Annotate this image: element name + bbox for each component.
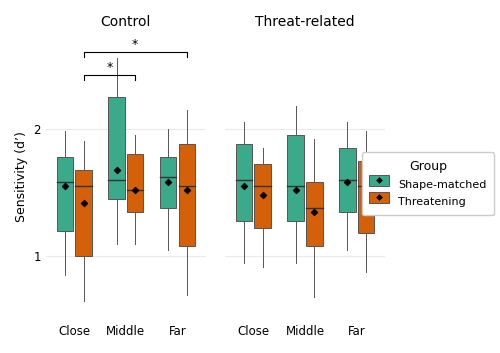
Bar — [288, 135, 304, 221]
Bar — [306, 182, 322, 246]
Bar — [160, 157, 176, 208]
Y-axis label: Sensitivity (d’): Sensitivity (d’) — [15, 131, 28, 222]
Bar — [178, 144, 195, 246]
Bar — [236, 144, 252, 221]
Bar — [57, 157, 74, 231]
Title: Control: Control — [100, 15, 151, 29]
Bar — [108, 97, 125, 199]
Text: *: * — [132, 38, 138, 51]
Text: *: * — [106, 61, 112, 74]
Bar — [76, 169, 92, 256]
Bar — [127, 154, 144, 212]
Bar — [339, 148, 355, 212]
Title: Threat-related: Threat-related — [255, 15, 355, 29]
Legend: Shape-matched, Threatening: Shape-matched, Threatening — [362, 152, 494, 215]
Bar — [254, 164, 271, 228]
Bar — [358, 161, 374, 233]
